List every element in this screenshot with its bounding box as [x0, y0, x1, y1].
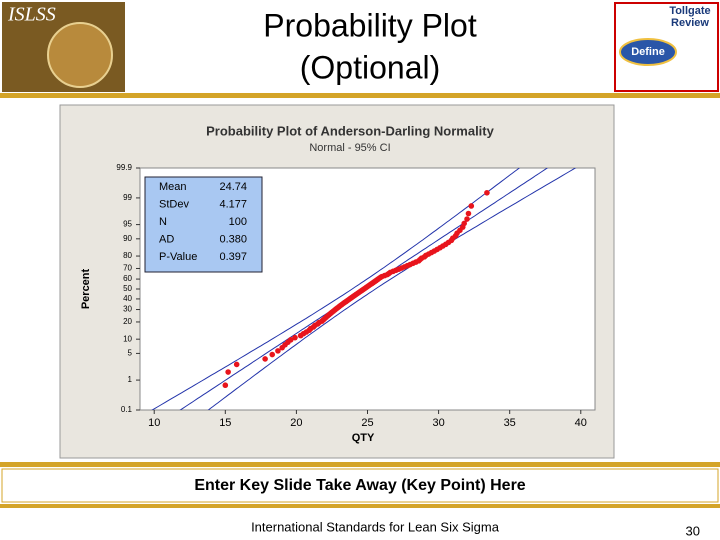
phase-text: Define	[631, 46, 665, 58]
takeaway: Enter Key Slide Take Away (Key Point) He…	[194, 477, 525, 494]
data-point	[461, 220, 467, 227]
stats-box	[144, 176, 263, 273]
data-point	[225, 369, 231, 375]
data-point	[275, 348, 281, 354]
x-tick-label: 40	[575, 417, 587, 429]
data-point	[233, 361, 240, 368]
stat-label: AD	[159, 233, 174, 245]
stat-label: Mean	[159, 181, 187, 193]
x-axis-label: QTY	[352, 432, 375, 444]
y-tick-label: 40	[123, 294, 132, 303]
data-point	[222, 382, 229, 389]
chart-subtitle: Normal - 95% CI	[309, 142, 390, 154]
data-point	[464, 216, 470, 222]
data-point	[287, 337, 294, 343]
y-tick-label: 20	[123, 317, 132, 326]
logo-text: ISLSS	[7, 4, 56, 26]
stat-value: 24.74	[219, 181, 247, 193]
x-tick-label: 10	[148, 417, 160, 429]
data-point	[468, 203, 475, 209]
title: (Optional)	[300, 49, 441, 85]
stat-label: StDev	[159, 198, 189, 210]
y-tick-label: 90	[123, 234, 132, 243]
y-tick-label: 1	[128, 375, 133, 384]
x-tick-label: 35	[504, 417, 516, 429]
phase-badge	[619, 38, 677, 66]
y-tick-label: 30	[123, 305, 132, 314]
tollgate-text: Review	[671, 17, 709, 29]
header-rule	[0, 93, 720, 98]
title: Probability Plot	[263, 7, 477, 43]
y-tick-label: 5	[128, 349, 133, 358]
x-tick-label: 20	[290, 417, 302, 429]
y-tick-label: 60	[123, 274, 132, 283]
stat-value: 0.397	[219, 251, 247, 263]
compass	[47, 22, 113, 88]
data-point	[292, 334, 298, 341]
y-tick-label: 99	[123, 193, 132, 202]
stat-value: 0.380	[219, 233, 247, 245]
data-point	[269, 351, 276, 358]
takeaway-rule	[0, 504, 720, 508]
takeaway-rule	[0, 462, 720, 467]
plot-layer	[151, 168, 577, 410]
y-tick-label: 99.9	[116, 163, 132, 172]
y-tick-label: 50	[123, 284, 132, 293]
stat-value: 100	[229, 216, 247, 228]
ci-line	[207, 168, 577, 410]
stat-label: N	[159, 216, 167, 228]
data-point	[465, 210, 472, 217]
y-axis-label: Percent	[80, 268, 92, 309]
ci-line	[151, 168, 521, 410]
x-tick-label: 15	[219, 417, 231, 429]
y-tick-label: 70	[123, 264, 132, 273]
tollgate-text: Tollgate	[669, 5, 710, 17]
y-tick-label: 80	[123, 251, 132, 260]
page-number: 30	[686, 523, 700, 538]
data-point	[262, 356, 268, 362]
takeaway-box	[1, 468, 719, 503]
footer-text: International Standards for Lean Six Sig…	[251, 519, 500, 534]
y-tick-label: 95	[123, 220, 132, 229]
data-point	[484, 189, 490, 196]
y-tick-label: 10	[123, 334, 132, 343]
y-tick-label: 0.1	[121, 405, 133, 414]
stat-label: P-Value	[159, 251, 197, 263]
x-tick-label: 30	[432, 417, 444, 429]
chart-title: Probability Plot of Anderson-Darling Nor…	[206, 123, 494, 138]
stat-value: 4.177	[219, 198, 247, 210]
x-tick-label: 25	[361, 417, 373, 429]
